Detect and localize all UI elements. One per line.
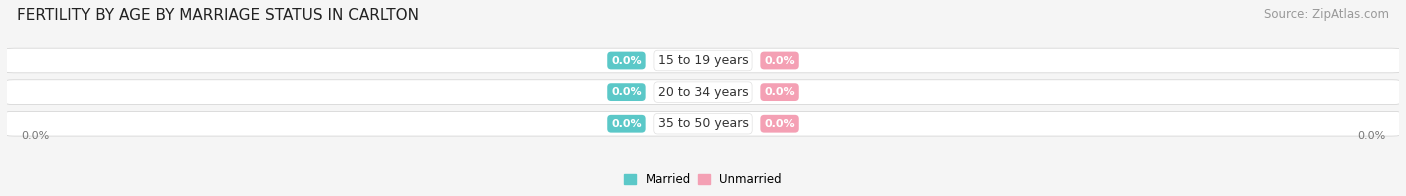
Text: Source: ZipAtlas.com: Source: ZipAtlas.com	[1264, 8, 1389, 21]
Text: 0.0%: 0.0%	[765, 87, 794, 97]
Text: 0.0%: 0.0%	[21, 131, 49, 141]
Legend: Married, Unmarried: Married, Unmarried	[624, 173, 782, 186]
Text: 35 to 50 years: 35 to 50 years	[658, 117, 748, 130]
Text: 0.0%: 0.0%	[612, 119, 641, 129]
Text: 20 to 34 years: 20 to 34 years	[658, 86, 748, 99]
Text: 0.0%: 0.0%	[1357, 131, 1385, 141]
Text: 0.0%: 0.0%	[612, 55, 641, 65]
Text: FERTILITY BY AGE BY MARRIAGE STATUS IN CARLTON: FERTILITY BY AGE BY MARRIAGE STATUS IN C…	[17, 8, 419, 23]
Text: 15 to 19 years: 15 to 19 years	[658, 54, 748, 67]
Text: 0.0%: 0.0%	[612, 87, 641, 97]
FancyBboxPatch shape	[3, 80, 1403, 104]
FancyBboxPatch shape	[3, 111, 1403, 136]
Text: 0.0%: 0.0%	[765, 55, 794, 65]
Text: 0.0%: 0.0%	[765, 119, 794, 129]
FancyBboxPatch shape	[3, 48, 1403, 73]
